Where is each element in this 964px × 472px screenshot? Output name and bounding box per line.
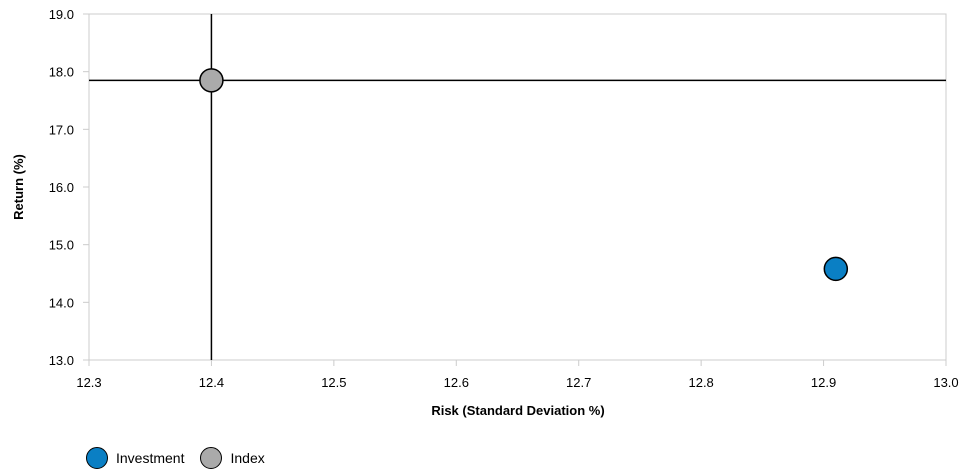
legend-item-index: Index [200, 447, 265, 469]
legend: Investment Index [86, 447, 281, 469]
x-tick-label: 13.0 [933, 375, 958, 390]
x-tick-label: 12.7 [566, 375, 591, 390]
plot-area [88, 13, 947, 361]
y-tick-label: 18.0 [49, 65, 74, 80]
legend-label: Index [230, 450, 265, 466]
legend-swatch [86, 447, 108, 469]
x-tick-label: 12.6 [444, 375, 469, 390]
scatter-chart: 12.3 12.4 12.5 12.6 12.7 12.8 12.9 13.0 13.0 14.… [11, 7, 959, 418]
x-tick-label: 12.9 [811, 375, 836, 390]
legend-swatch [200, 447, 223, 469]
y-tick-label: 15.0 [49, 238, 74, 253]
plot-frame [88, 13, 947, 361]
y-tick-label: 13.0 [49, 353, 74, 368]
y-tick-label: 16.0 [49, 180, 74, 195]
data-point-index [199, 68, 224, 93]
y-axis-title: Return (%) [11, 154, 26, 220]
y-axis-ticks: 13.0 14.0 15.0 16.0 17.0 18.0 19.0 [49, 7, 89, 368]
x-axis-ticks: 12.3 12.4 12.5 12.6 12.7 12.8 12.9 13.0 [76, 360, 959, 390]
data-point-investment [823, 256, 849, 282]
y-tick-label: 14.0 [49, 295, 74, 310]
x-tick-label: 12.5 [321, 375, 346, 390]
y-tick-label: 17.0 [49, 122, 74, 137]
x-tick-label: 12.3 [76, 375, 101, 390]
x-axis-title: Risk (Standard Deviation %) [431, 403, 604, 418]
data-points [199, 68, 849, 282]
legend-label: Investment [116, 450, 185, 466]
y-tick-label: 19.0 [49, 7, 74, 22]
x-tick-label: 12.8 [688, 375, 713, 390]
legend-item-investment: Investment [86, 447, 184, 469]
x-tick-label: 12.4 [199, 375, 224, 390]
